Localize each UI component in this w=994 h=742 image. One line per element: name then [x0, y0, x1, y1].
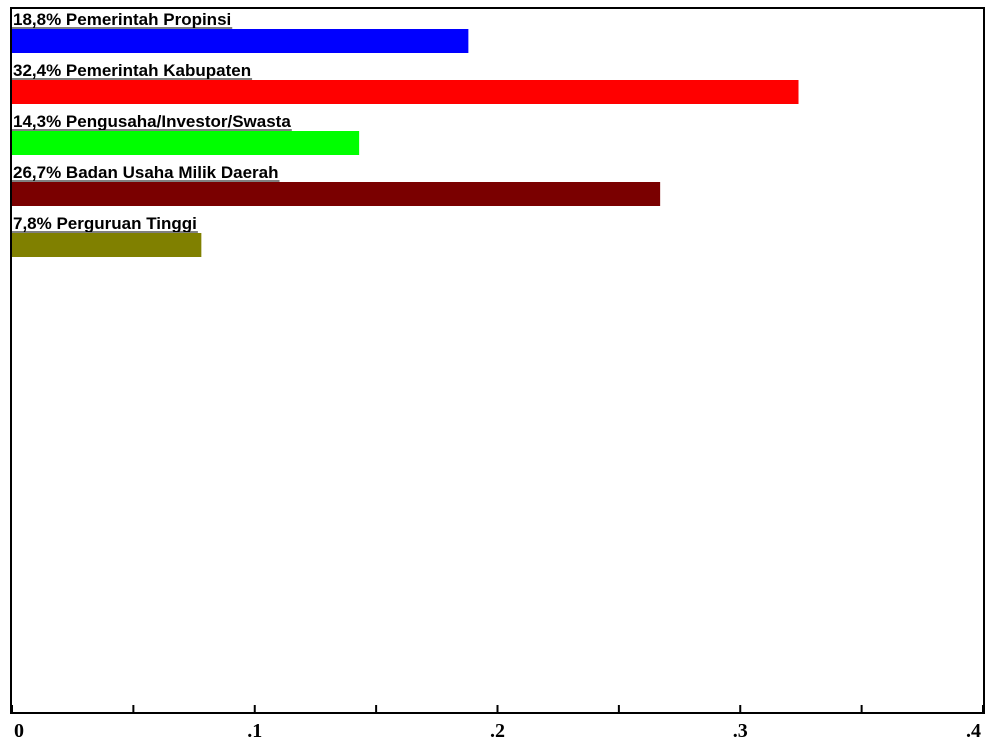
- bar-label: 14,3% Pengusaha/Investor/Swasta: [13, 112, 291, 131]
- bar: [12, 80, 799, 104]
- x-tick-label: .2: [490, 720, 505, 742]
- plot-area: [10, 7, 985, 714]
- x-tick-label: .3: [733, 720, 748, 742]
- x-axis: 0 .1 .2 .3 .4: [11, 705, 984, 742]
- bar-label: 7,8% Perguruan Tinggi: [13, 214, 197, 233]
- x-tick-label: .1: [247, 720, 262, 742]
- x-tick-label: 0: [14, 720, 24, 742]
- bar-label: 18,8% Pemerintah Propinsi: [13, 10, 231, 29]
- bar: [12, 182, 661, 206]
- bar-label: 26,7% Badan Usaha Milik Daerah: [13, 163, 279, 182]
- x-tick-label: .4: [966, 720, 981, 742]
- bar: [12, 29, 469, 53]
- bars-group: 18,8% Pemerintah Propinsi 32,4% Pemerinta…: [12, 10, 799, 257]
- bar: [12, 233, 202, 257]
- bar-label: 32,4% Pemerintah Kabupaten: [13, 61, 251, 80]
- bar: [12, 131, 360, 155]
